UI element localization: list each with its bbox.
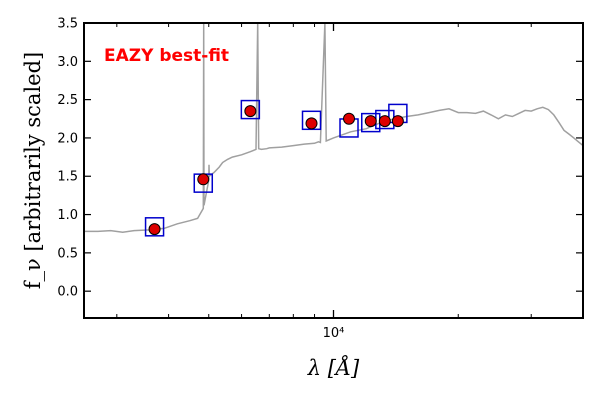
y-tick-label: 0.5 — [57, 246, 78, 261]
observed-flux-point — [343, 112, 356, 125]
model-spectrum-line — [84, 23, 583, 233]
model-flux-box — [240, 99, 261, 120]
plot-layer: 0.0 0.5 1.0 1.5 2.0 2.5 3.0 3.5 10⁴ λ [Å] f_ν [arb… — [21, 17, 584, 380]
y-tick-label: 1.5 — [57, 170, 78, 185]
plot-frame — [83, 22, 584, 319]
observed-flux-point — [244, 105, 257, 118]
y-tick-label: 1.0 — [57, 208, 78, 223]
observed-flux-point — [148, 223, 161, 236]
observed-flux-point — [378, 115, 391, 128]
observed-flux-point — [305, 117, 318, 130]
y-tick-label: 0.0 — [57, 285, 78, 300]
y-tick-label: 2.5 — [57, 93, 78, 108]
observed-flux-point — [364, 115, 377, 128]
y-tick-label: 3.0 — [57, 55, 78, 70]
observed-flux-point — [391, 115, 404, 128]
y-axis-label: f_ν [arbitrarily scaled] — [21, 52, 45, 289]
x-axis-label: λ [Å] — [307, 355, 360, 380]
observed-flux-point — [197, 173, 210, 186]
model-flux-box — [144, 217, 165, 237]
annotation-label: EAZY best-fit — [104, 46, 229, 66]
x-tick-label: 10⁴ — [323, 326, 345, 341]
y-tick-label: 2.0 — [57, 131, 78, 146]
y-tick-label: 3.5 — [57, 17, 78, 32]
